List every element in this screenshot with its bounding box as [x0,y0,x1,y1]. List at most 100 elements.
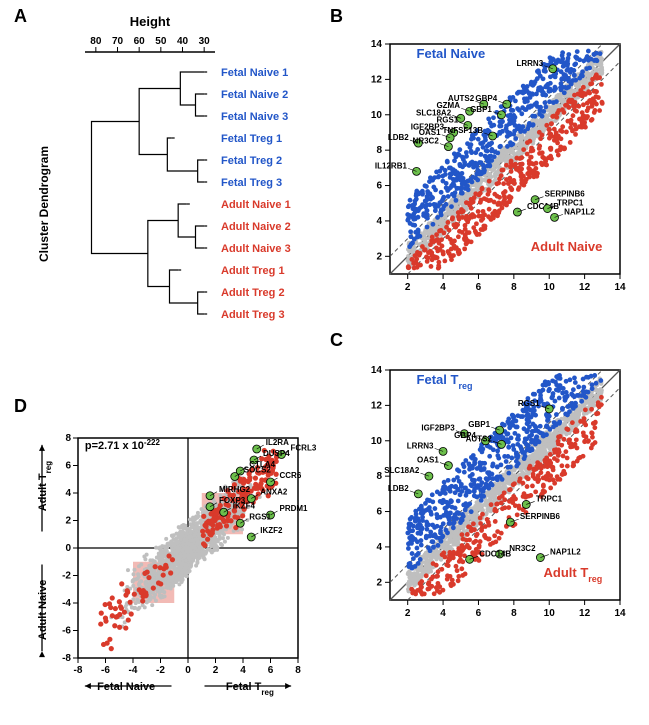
svg-text:12: 12 [371,74,383,85]
panel-b-scatter: 2 4 6 8 10 12 14 2 4 6 8 10 12 14 Fetal Naive Adult Nai… [350,14,640,304]
gene-label: SLC18A2 [384,466,420,475]
panel-label-c: C [330,330,343,351]
gene-label: IL2RA [266,438,289,447]
dendro-leaf-label: Adult Treg 1 [221,265,285,277]
gene-label: IGF2BP3 [421,424,455,433]
gene-label: RGS1 [518,399,540,408]
svg-text:4: 4 [65,488,71,499]
svg-text:4: 4 [376,216,382,227]
svg-text:Fetal Naive: Fetal Naive [417,46,486,61]
svg-text:8: 8 [511,608,517,619]
gene-label: AUTS2 [466,434,493,443]
svg-text:10: 10 [371,436,383,447]
svg-text:Adult Naive: Adult Naive [531,239,603,254]
svg-text:-2: -2 [62,571,71,582]
svg-text:-6: -6 [62,626,71,637]
svg-text:60: 60 [134,36,146,47]
svg-text:40: 40 [177,36,189,47]
gene-label: FCRL3 [291,444,317,453]
gene-label: SERPINB6 [545,190,586,199]
dendro-leaf-label: Fetal Naive 1 [221,67,288,79]
svg-text:10: 10 [544,282,556,293]
svg-text:14: 14 [614,282,626,293]
panel-label-b: B [330,6,343,27]
svg-text:0: 0 [185,665,191,676]
svg-text:8: 8 [295,665,301,676]
gene-label: TNFSF13B [443,126,484,135]
gene-label: LRRN3 [516,59,543,68]
svg-text:0: 0 [65,543,71,554]
svg-text:4: 4 [240,665,246,676]
svg-text:-8: -8 [74,665,83,676]
gene-label: NR3C2 [509,544,536,553]
svg-text:2: 2 [405,282,411,293]
svg-text:6: 6 [376,181,382,192]
svg-text:4: 4 [376,542,382,553]
svg-text:14: 14 [614,608,626,619]
gene-label: IKZF4 [233,501,256,510]
gene-label: PRDM1 [280,504,309,513]
svg-text:12: 12 [579,608,591,619]
gene-label: NR3C2 [413,137,440,146]
panel-c-scatter: 24681012142468101214Fetal TregAdult Treg… [350,340,640,630]
gene-label: LDB2 [388,133,409,142]
svg-text:2: 2 [213,665,219,676]
gene-label: RGS1 [249,512,271,521]
svg-text:4: 4 [440,282,446,293]
gene-label: TRPC1 [536,494,563,503]
svg-text:8: 8 [511,282,517,293]
gene-label: ANXA2 [260,488,288,497]
svg-text:-8: -8 [62,653,71,664]
svg-text:6: 6 [65,461,71,472]
svg-text:30: 30 [199,36,211,47]
panel-label-d: D [14,396,27,417]
panel-label-a: A [14,6,27,27]
dendro-leaf-label: Adult Naive 3 [221,243,291,255]
dendro-leaf-label: Fetal Treg 2 [221,155,282,167]
gene-label: GBP1 [470,105,492,114]
svg-text:6: 6 [268,665,274,676]
svg-text:70: 70 [112,36,124,47]
svg-text:8: 8 [376,145,382,156]
svg-text:10: 10 [544,608,556,619]
panel-a-dendrogram: 807060504030HeightCluster DendrogramFeta… [30,12,330,342]
gene-label: NAP1L2 [550,548,581,557]
gene-label: CDC14B [527,202,559,211]
svg-text:-6: -6 [101,665,110,676]
gene-label: TRPC1 [557,199,584,208]
dendro-leaf-label: Adult Treg 2 [221,287,285,299]
gene-label: LRRN3 [407,441,434,450]
svg-text:12: 12 [371,400,383,411]
svg-text:14: 14 [371,365,383,376]
svg-text:14: 14 [371,39,383,50]
svg-text:8: 8 [376,471,382,482]
svg-text:8: 8 [65,433,71,444]
gene-label: OAS1 [419,128,441,137]
svg-text:Cluster Dendrogram: Cluster Dendrogram [37,146,51,262]
svg-text:6: 6 [476,282,482,293]
gene-label: IL12RB1 [375,161,408,170]
svg-text:6: 6 [376,507,382,518]
svg-text:Height: Height [130,14,171,29]
svg-text:2: 2 [65,516,71,527]
gene-label: DUSP4 [263,449,290,458]
gene-label: CCR6 [280,471,302,480]
dendro-leaf-label: Adult Naive 2 [221,221,291,233]
svg-text:2: 2 [376,251,382,262]
gene-label: SOCS2 [244,466,272,475]
svg-text:2: 2 [405,608,411,619]
gene-label: MIRHG2 [219,485,251,494]
svg-text:-4: -4 [62,598,71,609]
svg-text:10: 10 [371,110,383,121]
gene-label: GBP1 [468,420,490,429]
dendro-leaf-label: Fetal Naive 2 [221,89,288,101]
gene-label: GBP4 [475,94,497,103]
svg-text:6: 6 [476,608,482,619]
svg-text:12: 12 [579,282,591,293]
svg-text:-4: -4 [129,665,138,676]
gene-label: LDB2 [388,484,409,493]
dendro-leaf-label: Fetal Treg 1 [221,133,282,145]
svg-text:-2: -2 [156,665,165,676]
gene-label: NAP1L2 [564,207,595,216]
gene-label: IKZF2 [260,526,283,535]
